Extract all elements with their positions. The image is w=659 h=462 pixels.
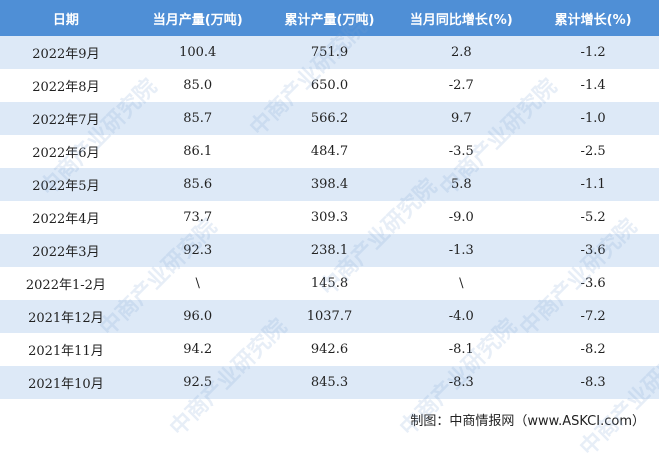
table-cell: 2022年6月 <box>0 135 132 168</box>
table-row: 2022年9月 100.4 751.9 2.8 -1.2 <box>0 36 659 69</box>
table-cell: 942.6 <box>263 333 396 366</box>
table-cell: 85.6 <box>131 168 264 201</box>
table-cell: \ <box>131 267 264 300</box>
table-cell: -1.2 <box>527 36 659 69</box>
table-cell: 2021年10月 <box>0 366 132 399</box>
table-cell: 2021年11月 <box>0 333 132 366</box>
header-row: 日期 当月产量(万吨) 累计产量(万吨) 当月同比增长(%) 累计增长(%) <box>0 0 659 36</box>
table-cell: 86.1 <box>131 135 264 168</box>
column-header: 日期 <box>0 0 132 36</box>
table-cell: -1.3 <box>395 234 528 267</box>
table-cell: 96.0 <box>131 300 264 333</box>
table-row: 2021年12月 96.0 1037.7 -4.0 -7.2 <box>0 300 659 333</box>
table-cell: -1.4 <box>527 69 659 102</box>
table-row: 2022年4月 73.7 309.3 -9.0 -5.2 <box>0 201 659 234</box>
table-cell: -5.2 <box>527 201 659 234</box>
table-row: 2021年11月 94.2 942.6 -8.1 -8.2 <box>0 333 659 366</box>
table-row: 2022年8月 85.0 650.0 -2.7 -1.4 <box>0 69 659 102</box>
table-cell: -3.6 <box>527 234 659 267</box>
table-row: 2022年6月 86.1 484.7 -3.5 -2.5 <box>0 135 659 168</box>
table-cell: 2021年12月 <box>0 300 132 333</box>
table-row: 2021年10月 92.5 845.3 -8.3 -8.3 <box>0 366 659 399</box>
table-cell: 92.3 <box>131 234 264 267</box>
table-cell: 238.1 <box>263 234 396 267</box>
column-header: 当月同比增长(%) <box>395 0 528 36</box>
table-cell: 2022年4月 <box>0 201 132 234</box>
table-cell: 2022年7月 <box>0 102 132 135</box>
table-cell: -8.2 <box>527 333 659 366</box>
column-header: 累计增长(%) <box>527 0 659 36</box>
table-row: 2022年1-2月 \ 145.8 \ -3.6 <box>0 267 659 300</box>
table-cell: 2022年9月 <box>0 36 132 69</box>
table-cell: -3.5 <box>395 135 528 168</box>
table-cell: -8.3 <box>527 366 659 399</box>
table-cell: 2022年1-2月 <box>0 267 132 300</box>
data-table: 日期 当月产量(万吨) 累计产量(万吨) 当月同比增长(%) 累计增长(%) 2022年… <box>0 0 659 399</box>
table-cell: -8.3 <box>395 366 528 399</box>
table-cell: 73.7 <box>131 201 264 234</box>
table-cell: 484.7 <box>263 135 396 168</box>
column-header: 累计产量(万吨) <box>263 0 396 36</box>
table-cell: -2.7 <box>395 69 528 102</box>
table-cell: 94.2 <box>131 333 264 366</box>
table-cell: 566.2 <box>263 102 396 135</box>
table-cell: -1.0 <box>527 102 659 135</box>
table-cell: 2022年5月 <box>0 168 132 201</box>
table-cell: 398.4 <box>263 168 396 201</box>
table-cell: 2022年8月 <box>0 69 132 102</box>
table-cell: 751.9 <box>263 36 396 69</box>
table-cell: 2022年3月 <box>0 234 132 267</box>
table-row: 2022年5月 85.6 398.4 5.8 -1.1 <box>0 168 659 201</box>
table-cell: 92.5 <box>131 366 264 399</box>
table-cell: \ <box>395 267 528 300</box>
table-cell: 2.8 <box>395 36 528 69</box>
table-cell: 1037.7 <box>263 300 396 333</box>
table-cell: -1.1 <box>527 168 659 201</box>
table-cell: -9.0 <box>395 201 528 234</box>
table-cell: -3.6 <box>527 267 659 300</box>
table-cell: 309.3 <box>263 201 396 234</box>
table-cell: -8.1 <box>395 333 528 366</box>
table-cell: 100.4 <box>131 36 264 69</box>
table-cell: 845.3 <box>263 366 396 399</box>
table-cell: 650.0 <box>263 69 396 102</box>
column-header: 当月产量(万吨) <box>131 0 264 36</box>
table-cell: 145.8 <box>263 267 396 300</box>
table-cell: 5.8 <box>395 168 528 201</box>
table-row: 2022年3月 92.3 238.1 -1.3 -3.6 <box>0 234 659 267</box>
table-cell: -2.5 <box>527 135 659 168</box>
table-cell: 85.0 <box>131 69 264 102</box>
table-cell: 9.7 <box>395 102 528 135</box>
table-cell: 85.7 <box>131 102 264 135</box>
source-note: 制图：中商情报网（www.ASKCI.com） <box>410 414 645 429</box>
table-row: 2022年7月 85.7 566.2 9.7 -1.0 <box>0 102 659 135</box>
table-cell: -7.2 <box>527 300 659 333</box>
table-cell: -4.0 <box>395 300 528 333</box>
